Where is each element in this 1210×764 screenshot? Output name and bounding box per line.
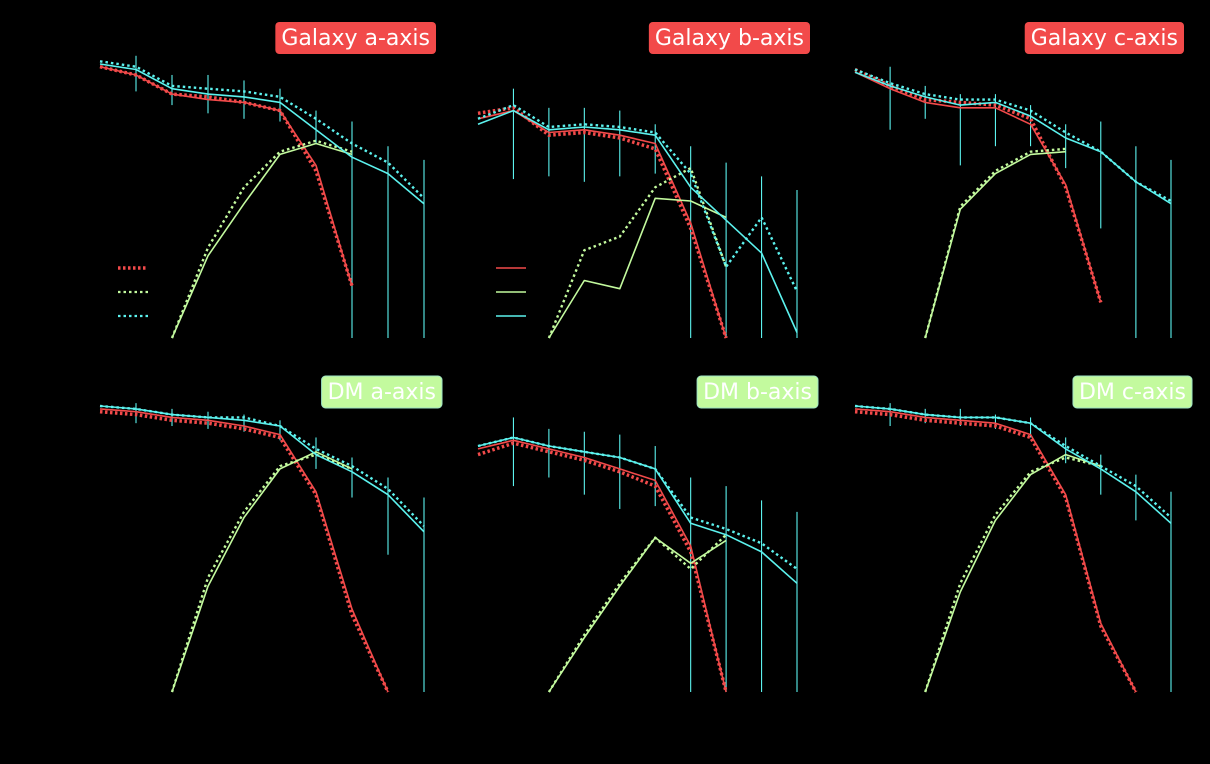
chart-title: DM c-axis (1072, 375, 1193, 409)
series-line-red-solid (854, 71, 1102, 303)
chart-panel-1: Galaxy a-axis (99, 22, 436, 339)
series-line-cyan-solid (477, 436, 798, 584)
series-line-cyan-solid (99, 405, 425, 533)
chart-title-box (275, 22, 436, 54)
series-line-cyan-solid (854, 405, 1172, 524)
series-line-red-dotted (99, 409, 390, 693)
chart-title-text: DM b-axis (703, 380, 812, 405)
series-line-cyan-dotted (99, 60, 425, 200)
series-line-cyan-dotted (99, 404, 425, 527)
series-line-cyan-dotted (854, 404, 1172, 519)
series-line-red-dotted (854, 409, 1138, 693)
chart-title-box (1024, 22, 1184, 54)
chart-panel-6: DM c-axis (854, 375, 1193, 693)
series-line-cyan-dotted (477, 436, 798, 570)
chart-title: Galaxy c-axis (1024, 22, 1184, 54)
series-line-green-dotted (170, 139, 353, 339)
series-line-green-solid (548, 197, 727, 339)
chart-title-box (648, 22, 810, 54)
series-line-green-dotted (547, 166, 728, 339)
series-line-green-solid (171, 451, 353, 693)
chart-panel-2: Galaxy b-axis (477, 22, 810, 339)
chart-title: DM a-axis (321, 375, 443, 409)
chart-title-text: DM a-axis (328, 380, 436, 405)
series-line-green-dotted (924, 147, 1066, 339)
series-line-red-solid (477, 439, 727, 693)
series-line-red-solid (99, 408, 389, 693)
chart-title-text: Galaxy c-axis (1031, 26, 1178, 51)
series-line-green-dotted (547, 533, 727, 693)
chart-panel-4: DM a-axis (99, 375, 443, 693)
chart-title-box (696, 375, 819, 409)
chart-panel-5: DM b-axis (477, 375, 819, 693)
series-line-cyan-solid (477, 109, 798, 333)
chart-title-text: DM c-axis (1079, 380, 1186, 405)
series-line-cyan-solid (99, 63, 425, 205)
series-line-red-dotted (477, 106, 728, 339)
chart-title-box (321, 375, 443, 409)
series-line-green-solid (924, 453, 1102, 693)
chart-title-text: Galaxy b-axis (655, 26, 804, 51)
chart-panel-3: Galaxy c-axis (854, 22, 1184, 339)
chart-title-text: Galaxy a-axis (281, 26, 430, 51)
series-line-green-dotted (924, 456, 1102, 693)
chart-title: Galaxy a-axis (275, 22, 436, 54)
chart-title: DM b-axis (696, 375, 819, 409)
series-line-green-solid (924, 150, 1066, 339)
series-line-cyan-dotted (854, 68, 1172, 203)
chart-title: Galaxy b-axis (648, 22, 810, 54)
series-line-green-dotted (170, 453, 353, 693)
series-line-green-solid (171, 142, 353, 339)
series-line-red-solid (854, 408, 1137, 693)
series-line-green-solid (548, 536, 727, 693)
series-line-red-dotted (99, 64, 354, 287)
chart-title-box (1072, 375, 1193, 409)
panels: Galaxy a-axis Galaxy b-axis Galaxy c-axis D… (99, 22, 1193, 693)
